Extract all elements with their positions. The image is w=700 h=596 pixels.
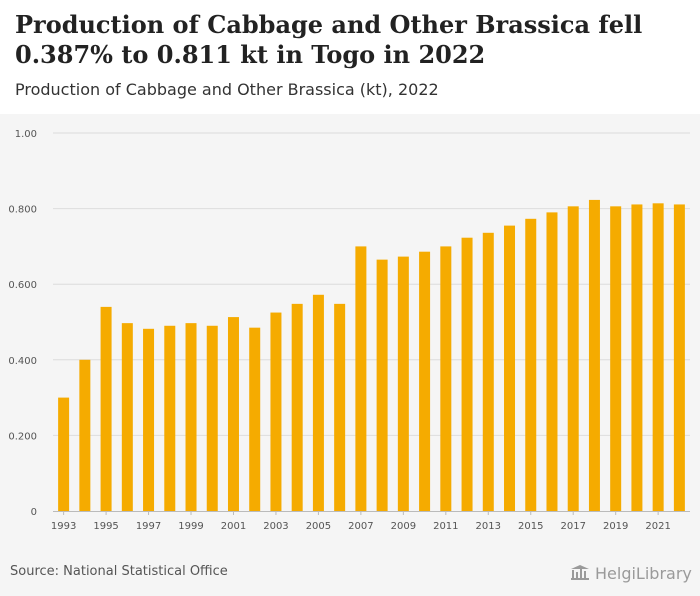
source-note: Source: National Statistical Office xyxy=(10,564,228,579)
x-tick-label: 2015 xyxy=(518,521,543,532)
x-axis-ticks: 1993 1995 1997 1999 2001 2003 2005 2007 2009 2011… xyxy=(51,511,671,532)
x-tick-label: 2001 xyxy=(221,521,246,532)
bars xyxy=(58,199,685,512)
y-tick-label: 0.400 xyxy=(8,356,37,367)
bar-2007[interactable] xyxy=(355,246,367,511)
helgilibrary-logo[interactable]: HelgiLibrary xyxy=(570,562,692,584)
bar-1995[interactable] xyxy=(100,306,112,511)
logo-text: HelgiLibrary xyxy=(595,563,692,583)
chart-title: Production of Cabbage and Other Brassica… xyxy=(15,10,643,69)
x-tick-label: 2003 xyxy=(263,521,288,532)
bar-2021[interactable] xyxy=(652,203,664,512)
bar-2012[interactable] xyxy=(461,237,473,511)
bar-2016[interactable] xyxy=(546,212,558,511)
plot-background xyxy=(0,114,700,596)
bar-2022[interactable] xyxy=(673,204,685,511)
bar-1997[interactable] xyxy=(143,328,155,511)
bar-2000[interactable] xyxy=(206,325,218,511)
x-tick-label: 2007 xyxy=(348,521,373,532)
bar-2009[interactable] xyxy=(397,256,409,511)
bar-2010[interactable] xyxy=(419,251,431,511)
bar-2015[interactable] xyxy=(525,218,537,511)
bar-2019[interactable] xyxy=(610,206,622,511)
bar-2008[interactable] xyxy=(376,259,388,511)
bar-1998[interactable] xyxy=(164,325,176,511)
bar-1999[interactable] xyxy=(185,323,197,511)
bar-1996[interactable] xyxy=(121,323,133,511)
bar-1994[interactable] xyxy=(79,359,91,511)
y-tick-label: 0.800 xyxy=(8,205,37,216)
bar-2003[interactable] xyxy=(270,312,282,511)
y-tick-label: 0.200 xyxy=(8,431,37,442)
bar-2018[interactable] xyxy=(588,199,600,511)
bar-2014[interactable] xyxy=(504,225,516,512)
bar-1993[interactable] xyxy=(58,397,70,511)
y-tick-label: 0 xyxy=(31,507,37,518)
bar-2004[interactable] xyxy=(291,303,303,511)
x-tick-label: 2013 xyxy=(476,521,501,532)
bar-2020[interactable] xyxy=(631,204,643,511)
y-axis-ticks: 0 0.200 0.400 0.600 0.800 1.00 xyxy=(8,129,37,518)
x-tick-label: 1997 xyxy=(136,521,161,532)
bar-2005[interactable] xyxy=(312,294,324,511)
bar-2006[interactable] xyxy=(334,303,346,511)
x-tick-label: 2017 xyxy=(560,521,585,532)
chart-subtitle: Production of Cabbage and Other Brassica… xyxy=(15,80,439,99)
x-tick-label: 1995 xyxy=(93,521,118,532)
x-tick-label: 2005 xyxy=(306,521,331,532)
x-tick-label: 2019 xyxy=(603,521,628,532)
bar-2013[interactable] xyxy=(482,232,494,512)
x-tick-label: 2009 xyxy=(391,521,416,532)
library-building-icon xyxy=(571,565,589,580)
x-tick-label: 2011 xyxy=(433,521,458,532)
y-tick-label: 0.600 xyxy=(8,280,37,291)
bar-2002[interactable] xyxy=(249,327,261,511)
gridlines xyxy=(53,132,690,436)
bar-2001[interactable] xyxy=(227,317,239,511)
y-tick-label: 1.00 xyxy=(15,129,37,140)
x-tick-label: 1993 xyxy=(51,521,76,532)
x-tick-label: 2021 xyxy=(645,521,670,532)
chart-header: Production of Cabbage and Other Brassica… xyxy=(0,0,700,114)
x-tick-label: 1999 xyxy=(178,521,203,532)
bar-2011[interactable] xyxy=(440,246,452,511)
bar-2017[interactable] xyxy=(567,206,579,511)
